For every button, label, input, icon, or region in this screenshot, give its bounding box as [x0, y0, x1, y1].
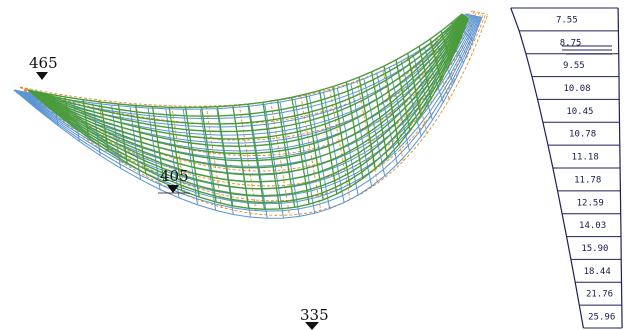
thickness-value: 8.75	[560, 38, 582, 48]
original-cantilever-line	[216, 108, 234, 215]
deformed-cantilever-line	[200, 107, 217, 203]
hidden-cantilever-line	[471, 10, 488, 15]
hidden-arch-line	[19, 13, 485, 187]
thickness-value: 12.59	[577, 198, 604, 208]
table-right-edge	[617, 7, 623, 329]
elevation-label-405: 405	[160, 167, 189, 185]
deformed-cantilever-line	[395, 59, 411, 131]
hidden-cantilever-line	[270, 101, 290, 216]
deformed-arch-line	[27, 17, 469, 197]
deformed-cantilever-line	[461, 13, 469, 20]
thickness-value: 21.76	[586, 290, 613, 300]
deformed-cantilever-line	[345, 81, 364, 179]
deformed-cantilever-line	[332, 86, 351, 187]
original-arch-line	[13, 13, 467, 110]
thickness-value: 9.55	[563, 61, 585, 71]
elevation-label-465: 465	[29, 54, 58, 72]
deformed-cantilever-line	[451, 22, 461, 42]
triangle-marker-icon	[167, 185, 179, 193]
deformed-cantilever-line	[216, 106, 234, 207]
deformed-cantilever-line	[46, 93, 50, 108]
thickness-value: 11.18	[572, 153, 599, 163]
thickness-value: 11.78	[574, 175, 601, 185]
elevation-marker-405: 405	[158, 167, 190, 194]
triangle-marker-icon	[305, 322, 319, 330]
elevation-label-335: 335	[300, 306, 329, 324]
original-cantilever-line	[33, 93, 37, 109]
original-cantilever-line	[465, 13, 482, 18]
deformed-cantilever-line	[429, 38, 442, 82]
deformed-cantilever-line	[64, 96, 70, 124]
deformed-cantilever-line	[305, 93, 324, 200]
deformed-cantilever-line	[151, 106, 165, 183]
thickness-value: 25.96	[588, 313, 615, 323]
deformed-cantilever-line	[383, 65, 400, 145]
thickness-value: 18.44	[584, 267, 611, 277]
hidden-cantilever-line	[300, 96, 322, 211]
elevation-marker-335: 335	[300, 306, 329, 330]
deformed-cantilever-line	[184, 107, 200, 198]
deformed-cantilever-line	[262, 102, 281, 210]
deformed-cantilever-line	[100, 102, 109, 152]
original-arch-line	[13, 16, 481, 205]
thickness-value: 15.90	[581, 244, 608, 254]
original-cantilever-line	[400, 61, 422, 137]
thickness-value: 10.45	[566, 107, 593, 117]
original-cantilever-line	[264, 104, 284, 219]
deformed-cantilever-line	[232, 105, 250, 209]
deformed-cantilever-line	[134, 105, 147, 174]
thickness-value: 10.78	[569, 130, 596, 140]
original-cantilever-line	[248, 106, 268, 219]
deformed-cantilever-line	[440, 30, 452, 62]
thickness-table: 7.55 8.75 9.55 10.08 10.45 10.78 11.18 11.78 12.…	[510, 7, 623, 329]
hidden-arch-line	[19, 14, 489, 216]
deformed-cantilever-line	[276, 99, 296, 208]
original-cantilever-line	[363, 78, 386, 177]
deformed-cantilever-line	[358, 76, 376, 169]
deformed-cantilever-line	[371, 71, 388, 158]
original-cantilever-line	[412, 54, 433, 121]
triangle-marker-icon	[36, 72, 48, 80]
elevation-marker-465: 465	[29, 54, 58, 80]
thickness-value: 14.03	[579, 221, 606, 231]
deformed-cantilever-line	[247, 104, 266, 210]
deformed-cantilever-line	[418, 46, 432, 100]
thickness-value: 7.55	[556, 15, 578, 25]
deformed-cantilever-line	[117, 103, 128, 164]
deformed-mesh-layer	[27, 13, 469, 211]
deformed-cantilever-line	[82, 99, 90, 139]
deformed-cantilever-line	[318, 90, 338, 195]
deformed-cantilever-line	[168, 107, 183, 191]
thickness-value: 10.08	[563, 84, 590, 94]
deformed-cantilever-line	[291, 97, 310, 205]
deformed-cantilever-line	[407, 53, 422, 116]
table-left-edge	[510, 7, 584, 329]
